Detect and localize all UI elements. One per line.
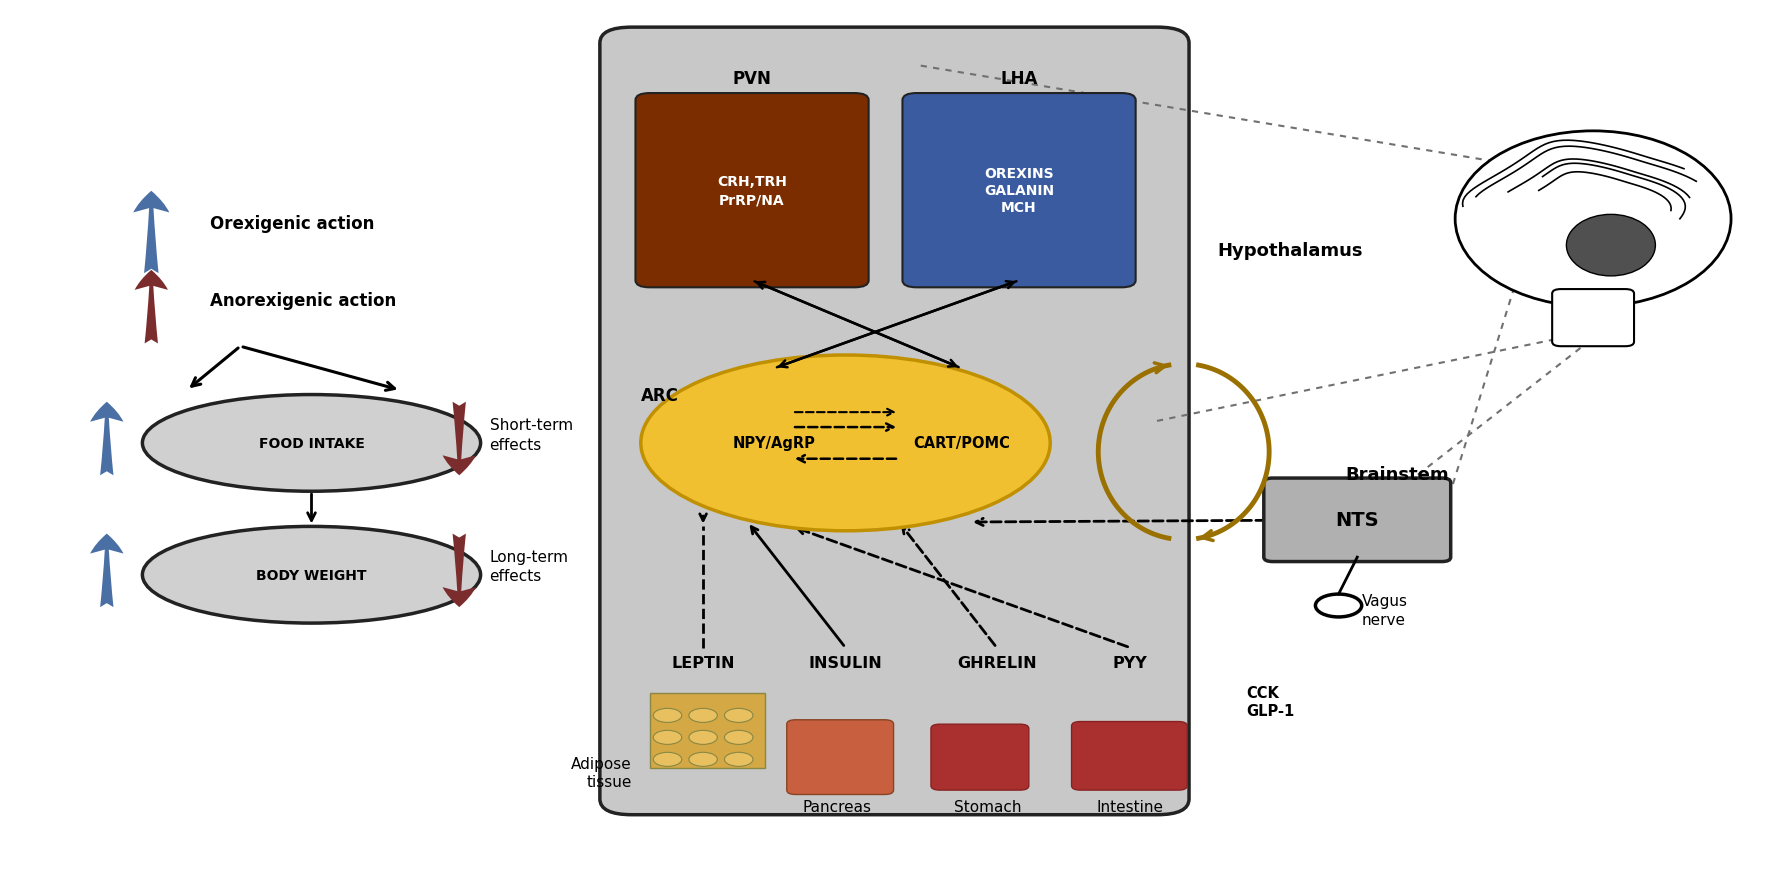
Text: LHA: LHA	[1000, 70, 1038, 88]
Text: GHRELIN: GHRELIN	[958, 655, 1036, 671]
Circle shape	[724, 752, 753, 766]
FancyBboxPatch shape	[787, 720, 894, 795]
Ellipse shape	[142, 395, 481, 492]
FancyBboxPatch shape	[931, 724, 1029, 790]
FancyBboxPatch shape	[635, 94, 869, 288]
Ellipse shape	[641, 356, 1050, 531]
Circle shape	[724, 709, 753, 723]
FancyBboxPatch shape	[902, 94, 1136, 288]
Text: Adipose
tissue: Adipose tissue	[571, 756, 632, 789]
Text: ARC: ARC	[641, 386, 678, 404]
Text: Stomach: Stomach	[954, 799, 1022, 814]
Text: CCK
GLP-1: CCK GLP-1	[1246, 685, 1294, 718]
Text: Brainstem: Brainstem	[1346, 465, 1449, 483]
Circle shape	[724, 730, 753, 745]
Circle shape	[653, 752, 682, 766]
Circle shape	[653, 730, 682, 745]
Text: BODY WEIGHT: BODY WEIGHT	[256, 568, 367, 582]
Text: Long-term
effects: Long-term effects	[490, 549, 568, 584]
Ellipse shape	[142, 527, 481, 623]
Ellipse shape	[1456, 132, 1732, 307]
Circle shape	[689, 752, 717, 766]
Text: NTS: NTS	[1335, 511, 1380, 529]
FancyBboxPatch shape	[650, 694, 765, 768]
FancyBboxPatch shape	[600, 28, 1189, 815]
FancyBboxPatch shape	[1264, 479, 1451, 562]
Text: CART/POMC: CART/POMC	[913, 435, 1009, 451]
Text: Intestine: Intestine	[1096, 799, 1164, 814]
Text: Vagus
nerve: Vagus nerve	[1362, 594, 1408, 627]
Text: CRH,TRH
PrRP/NA: CRH,TRH PrRP/NA	[717, 175, 787, 207]
Circle shape	[689, 709, 717, 723]
Circle shape	[653, 709, 682, 723]
Ellipse shape	[1566, 215, 1655, 277]
Text: Anorexigenic action: Anorexigenic action	[210, 291, 397, 309]
Circle shape	[689, 730, 717, 745]
Text: PYY: PYY	[1112, 655, 1148, 671]
Text: Pancreas: Pancreas	[803, 799, 870, 814]
FancyBboxPatch shape	[1072, 722, 1187, 790]
Text: INSULIN: INSULIN	[808, 655, 883, 671]
Text: Hypothalamus: Hypothalamus	[1218, 241, 1363, 259]
Text: PVN: PVN	[733, 70, 771, 88]
Text: OREXINS
GALANIN
MCH: OREXINS GALANIN MCH	[984, 167, 1054, 215]
Text: FOOD INTAKE: FOOD INTAKE	[258, 436, 365, 450]
FancyBboxPatch shape	[1552, 290, 1634, 347]
Text: Short-term
effects: Short-term effects	[490, 417, 573, 452]
Text: LEPTIN: LEPTIN	[671, 655, 735, 671]
Text: NPY/AgRP: NPY/AgRP	[733, 435, 815, 451]
Text: Orexigenic action: Orexigenic action	[210, 215, 374, 233]
